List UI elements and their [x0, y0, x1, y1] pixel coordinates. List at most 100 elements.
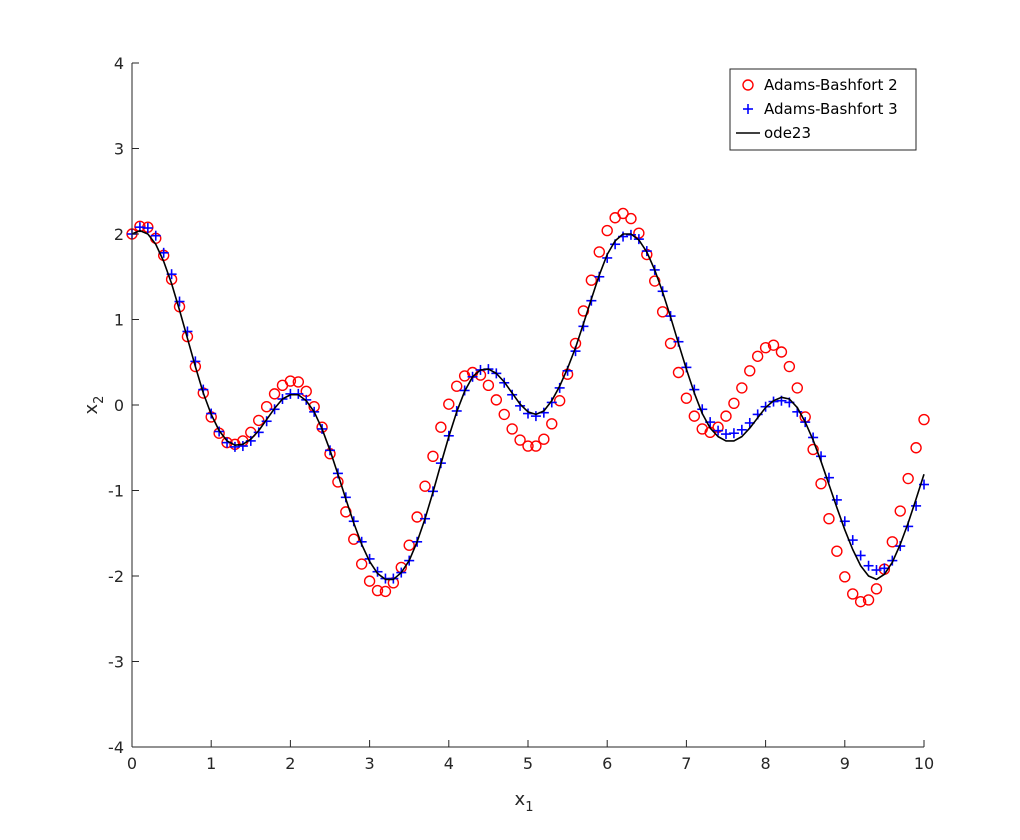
- data-point: [871, 565, 882, 576]
- data-point: [728, 397, 740, 409]
- data-point: [854, 595, 867, 608]
- data-point: [372, 566, 383, 577]
- data-point: [870, 583, 883, 595]
- data-point: [751, 350, 764, 362]
- data-point: [482, 379, 495, 392]
- y-tick-label: -2: [108, 567, 124, 586]
- data-point: [553, 395, 566, 407]
- data-point: [253, 427, 264, 438]
- data-point: [348, 533, 360, 545]
- data-point: [767, 339, 780, 351]
- data-point: [593, 246, 605, 258]
- y-tick-label: 1: [114, 311, 124, 330]
- y-tick-label: 2: [114, 225, 124, 244]
- data-point: [911, 500, 922, 511]
- legend-swatch: [742, 79, 754, 91]
- data-point: [411, 511, 423, 523]
- data-point: [546, 418, 558, 430]
- data-point: [823, 472, 834, 483]
- x-tick-label: 9: [840, 754, 850, 773]
- x-tick-label: 7: [681, 754, 691, 773]
- data-point: [522, 440, 534, 452]
- plot-background: [132, 63, 924, 747]
- data-point: [530, 440, 542, 452]
- plot-area: [132, 63, 924, 747]
- legend-item: ode23: [736, 124, 811, 142]
- data-point: [680, 392, 693, 404]
- legend-swatch: [743, 104, 753, 114]
- data-point: [918, 413, 930, 426]
- data-point: [625, 212, 637, 225]
- data-point: [656, 306, 669, 318]
- x-tick-label: 4: [444, 754, 454, 773]
- data-point: [736, 424, 747, 435]
- data-point: [490, 394, 503, 406]
- data-point: [284, 375, 297, 387]
- data-point: [720, 410, 732, 422]
- series-line: [131, 229, 925, 581]
- data-point: [355, 558, 368, 570]
- legend-item: Adams-Bashfort 2: [742, 76, 898, 94]
- data-point: [435, 421, 447, 433]
- data-point: [791, 382, 803, 394]
- data-point: [142, 223, 153, 234]
- x-tick-label: 5: [523, 754, 533, 773]
- data-point: [847, 588, 859, 600]
- data-point: [688, 410, 701, 422]
- axes: 0 1 2 3 4 5 6 7 8 9 10 -4 -3 -2 -1 0 1 2 3 4 x1 x2: [81, 54, 934, 815]
- y-tick-label: 3: [114, 140, 124, 159]
- data-point: [530, 411, 541, 422]
- legend-label: ode23: [764, 124, 811, 142]
- x-tick-label: 1: [206, 754, 216, 773]
- data-point: [363, 575, 376, 587]
- data-point: [507, 389, 518, 400]
- legend: Adams-Bashfort 2 Adams-Bashfort 3 ode23: [729, 68, 917, 151]
- x-tick-label: 6: [602, 754, 612, 773]
- data-point: [744, 365, 756, 377]
- data-point: [419, 480, 431, 492]
- data-point: [427, 450, 439, 462]
- y-tick-label: -4: [108, 738, 124, 757]
- data-point: [855, 550, 866, 561]
- data-point: [268, 388, 281, 400]
- series-2: [131, 229, 925, 581]
- data-point: [728, 428, 739, 439]
- data-point: [902, 472, 914, 485]
- data-point: [894, 505, 906, 517]
- data-point: [182, 326, 193, 337]
- x-tick-label: 8: [761, 754, 771, 773]
- data-point: [775, 346, 788, 358]
- legend-label: Adams-Bashfort 2: [764, 76, 898, 94]
- legend-box: [729, 68, 917, 151]
- data-point: [815, 477, 827, 490]
- data-point: [839, 571, 851, 583]
- data-point: [713, 425, 724, 436]
- data-point: [514, 434, 526, 446]
- data-point: [577, 305, 590, 317]
- y-tick-label: 4: [114, 54, 124, 73]
- data-point: [292, 376, 305, 388]
- y-tick-label: -3: [108, 653, 124, 672]
- data-point: [498, 408, 510, 421]
- y-tick-label: 0: [114, 396, 124, 415]
- series-layer: [126, 207, 930, 608]
- data-point: [831, 545, 843, 557]
- data-point: [371, 584, 384, 597]
- data-point: [585, 274, 598, 286]
- data-point: [451, 380, 463, 392]
- legend-label: Adams-Bashfort 3: [764, 100, 898, 118]
- data-point: [910, 442, 922, 454]
- data-point: [253, 414, 265, 427]
- x-axis-label: x1: [515, 789, 534, 815]
- data-point: [538, 433, 550, 445]
- x-tick-label: 3: [365, 754, 375, 773]
- data-point: [664, 337, 677, 350]
- y-tick-label: -1: [108, 482, 124, 501]
- data-point: [807, 443, 819, 456]
- x-tick-label: 0: [127, 754, 137, 773]
- data-point: [237, 441, 248, 452]
- y-axis-label: x2: [81, 396, 107, 415]
- data-point: [403, 539, 415, 551]
- data-point: [886, 536, 899, 548]
